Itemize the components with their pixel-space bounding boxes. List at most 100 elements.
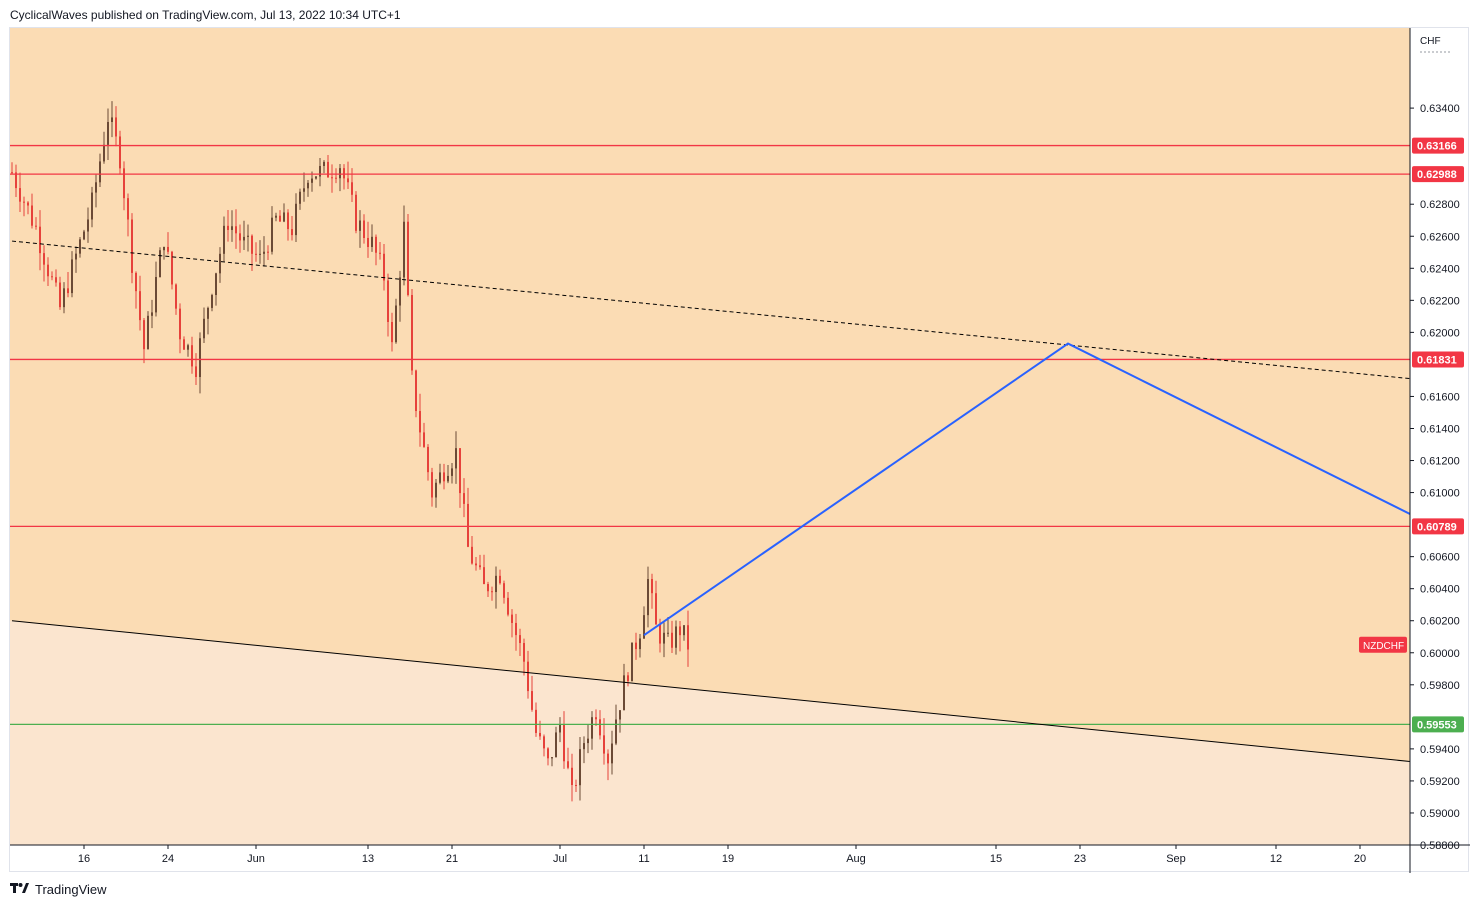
candle-body	[419, 411, 421, 433]
symbol-label: NZDCHF	[1363, 641, 1404, 652]
candle-body	[463, 493, 465, 504]
candle-body	[507, 597, 509, 615]
candle-body	[123, 168, 125, 199]
candle-body	[155, 277, 157, 313]
candle-body	[459, 448, 461, 494]
candle-body	[179, 308, 181, 340]
candle-body	[443, 472, 445, 482]
time-tick-label: Aug	[846, 853, 866, 865]
candle-body	[99, 161, 101, 183]
candle-body	[591, 717, 593, 739]
time-tick-label: 13	[362, 853, 374, 865]
candle-body	[15, 172, 17, 189]
candle-body	[575, 784, 577, 786]
candle-body	[479, 565, 481, 568]
candle-body	[199, 338, 201, 378]
candle-body	[415, 370, 417, 412]
level-price-label: 0.61831	[1417, 354, 1457, 366]
candle-body	[339, 168, 341, 179]
candle-body	[271, 217, 273, 252]
candle-body	[67, 288, 69, 294]
candle-body	[51, 276, 53, 278]
candle-body	[283, 212, 285, 222]
candle-body	[639, 638, 641, 650]
time-tick-label: 11	[638, 853, 649, 865]
candle-body	[55, 277, 57, 283]
candle-body	[475, 563, 477, 566]
candle-body	[511, 614, 513, 623]
candle-body	[519, 635, 521, 644]
candle-body	[375, 236, 377, 253]
candle-body	[647, 579, 649, 616]
candle-body	[195, 366, 197, 378]
candle-body	[579, 749, 581, 786]
candle-body	[607, 753, 609, 764]
candlestick-chart[interactable]: CHF 0.63400 0.62800 0.62600 0.62400 0.62200 0.…	[10, 28, 1470, 873]
candle-body	[387, 280, 389, 322]
candle-body	[23, 201, 25, 203]
price-tick-label: 0.60200	[1420, 616, 1460, 628]
candle-body	[583, 743, 585, 750]
candle-body	[139, 291, 141, 321]
candle-body	[115, 117, 117, 137]
candle-body	[303, 188, 305, 192]
candle-body	[119, 136, 121, 169]
candle-body	[103, 144, 105, 162]
price-tick-label: 0.61200	[1420, 456, 1460, 468]
price-tick-label: 0.62800	[1420, 199, 1460, 211]
candle-body	[599, 719, 601, 736]
candle-body	[319, 165, 321, 177]
candle-body	[183, 339, 185, 350]
candle-body	[231, 226, 233, 230]
candle-body	[515, 622, 517, 636]
candle-body	[667, 632, 669, 634]
candle-body	[259, 253, 261, 255]
candle-body	[247, 235, 249, 237]
time-tick-label: 24	[162, 853, 174, 865]
candle-body	[391, 321, 393, 343]
candle-body	[75, 253, 77, 260]
time-tick-label: Sep	[1166, 853, 1186, 865]
candle-body	[675, 626, 677, 648]
candle-body	[539, 732, 541, 737]
candle-body	[143, 320, 145, 350]
support-trendline	[11, 620, 1410, 762]
candle-body	[503, 583, 505, 598]
candle-body	[311, 178, 313, 183]
candle-body	[347, 178, 349, 183]
price-tick-label: 0.61000	[1420, 488, 1460, 500]
candle-body	[235, 226, 237, 234]
price-tick-label: 0.62000	[1420, 327, 1460, 339]
level-price-tag	[1412, 166, 1464, 183]
candle-body	[423, 432, 425, 447]
candle-body	[147, 315, 149, 350]
candle-body	[159, 250, 161, 278]
candle-body	[555, 732, 557, 758]
level-price-tag	[1412, 518, 1464, 535]
candle-body	[403, 221, 405, 278]
candle-body	[335, 177, 337, 179]
candle-body	[279, 215, 281, 222]
tradingview-logo-icon	[10, 881, 30, 897]
candle-body	[535, 709, 537, 733]
candle-body	[71, 259, 73, 294]
candle-body	[615, 719, 617, 744]
candle-body	[407, 221, 409, 296]
time-tick-label: 23	[1074, 853, 1086, 865]
candle-body	[135, 272, 137, 292]
candle-body	[663, 632, 665, 644]
price-tick-label: 0.61400	[1420, 423, 1460, 435]
time-tick-label: 16	[78, 853, 90, 865]
candle-body	[547, 748, 549, 759]
candle-body	[491, 591, 493, 593]
candle-body	[343, 168, 345, 179]
chart-panel[interactable]: CHF 0.63400 0.62800 0.62600 0.62400 0.62200 0.…	[9, 27, 1470, 873]
projection-path	[643, 342, 1410, 636]
level-price-tag	[1412, 716, 1464, 733]
candle-body	[11, 172, 13, 174]
candle-body	[659, 624, 661, 644]
candle-body	[255, 253, 257, 255]
candle-body	[455, 448, 457, 469]
candle-body	[435, 482, 437, 498]
candle-body	[427, 446, 429, 473]
